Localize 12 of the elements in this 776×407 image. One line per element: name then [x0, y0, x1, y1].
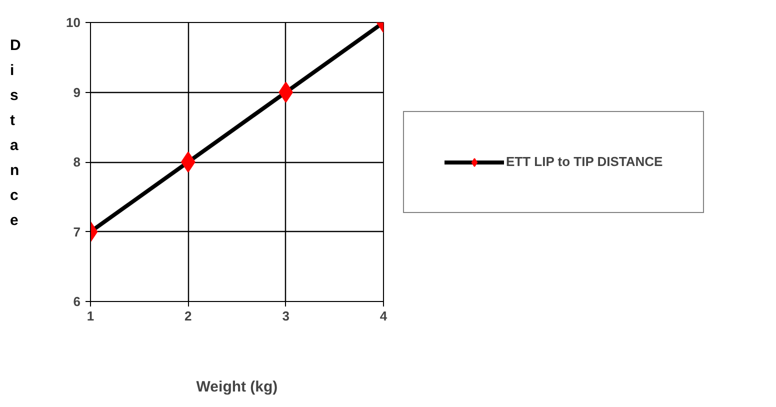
- y-tick-label: 8: [73, 154, 81, 170]
- y-tick-label: 9: [73, 84, 81, 100]
- legend-label: ETT LIP to TIP DISTANCE: [506, 154, 663, 169]
- y-axis-title: Distance: [10, 36, 22, 231]
- y-tick-label: 10: [66, 15, 81, 30]
- y-tick-label: 6: [73, 294, 81, 309]
- x-tick-label: 2: [184, 308, 192, 324]
- x-axis-title: Weight (kg): [196, 378, 278, 396]
- x-tick-label: 4: [380, 308, 388, 324]
- y-tick-label: 7: [73, 224, 81, 240]
- x-tick-label: 3: [282, 308, 290, 324]
- x-tick-label: 1: [86, 308, 94, 324]
